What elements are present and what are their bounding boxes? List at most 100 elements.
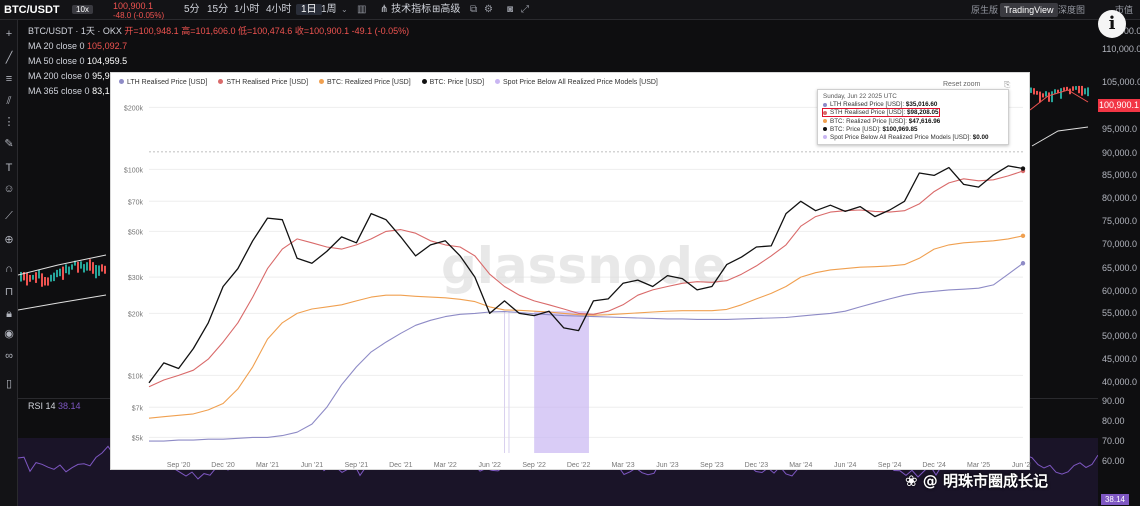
magnet-icon[interactable]: ∩ xyxy=(5,263,13,275)
screenshot-icon[interactable]: ⎘ xyxy=(1004,80,1011,89)
chart-legend: LTH Realised Price [USD] STH Realised Pr… xyxy=(119,79,667,86)
candle xyxy=(38,269,40,279)
native-view-tab[interactable]: 原生版 xyxy=(971,5,999,15)
channel-icon[interactable]: ⫽ xyxy=(6,95,12,107)
candle-type-icon[interactable]: ▥ xyxy=(357,4,367,15)
ma-value: 83,15 xyxy=(92,86,115,96)
price-axis[interactable]: 115,000.0 110,000.0 105,000.0 95,000.0 9… xyxy=(1098,20,1140,506)
highlight-box: STH Realised Price [USD]: $98,208.05 xyxy=(822,108,940,118)
candle xyxy=(1045,91,1047,97)
indicators-button[interactable]: ⋔ 技术指标 xyxy=(380,4,432,15)
y-tick-label: $7k xyxy=(132,405,144,412)
link-icon[interactable]: ∞ xyxy=(5,350,13,362)
ruler-icon[interactable]: ⟋ xyxy=(5,210,13,222)
reset-zoom-button[interactable]: Reset zoom xyxy=(943,81,981,88)
indicator-fx-icon: ⋔ xyxy=(380,4,389,15)
advanced-button[interactable]: ⊞高级 xyxy=(432,4,461,15)
tooltip-value: $100,969.85 xyxy=(882,125,918,133)
realized-price-chart[interactable]: glassnode $5k $7k $10k $20k $30k $50k $70k $100… xyxy=(111,73,1031,471)
ma-label: MA 365 close 0 xyxy=(28,86,90,96)
price-tick: 75,000.0 xyxy=(1102,216,1138,226)
candle xyxy=(98,265,100,276)
legend-item-lth[interactable]: LTH Realised Price [USD] xyxy=(119,79,207,86)
candle xyxy=(44,277,46,286)
price-tick: 110,000.0 xyxy=(1102,44,1140,54)
low-value: 低=100,474.6 xyxy=(238,26,293,36)
interval-4h[interactable]: 4小时 xyxy=(266,4,292,15)
price-tick: 55,000.0 xyxy=(1102,308,1138,318)
candle xyxy=(1051,91,1053,103)
eye-icon[interactable]: ◉ xyxy=(4,328,14,340)
gear-icon[interactable]: ⚙ xyxy=(484,4,493,15)
interval-1w[interactable]: 1周 xyxy=(321,4,337,15)
price-tick: 65,000.0 xyxy=(1102,263,1138,273)
camera-icon[interactable]: ◙ xyxy=(507,4,514,15)
layout-icon[interactable]: ⧉ xyxy=(470,4,478,15)
last-price: 100,900.1 xyxy=(113,1,154,11)
rsi-tick: 90.00 xyxy=(1102,396,1125,406)
x-tick-label: Dec '21 xyxy=(389,462,413,469)
zoom-in-icon[interactable]: ⊕ xyxy=(4,234,14,246)
x-tick-label: Sep '24 xyxy=(878,462,902,469)
x-tick-label: Jun '21 xyxy=(301,462,323,469)
legend-item-realized[interactable]: BTC: Realized Price [USD] xyxy=(319,79,411,86)
price-tick: 40,000.0 xyxy=(1102,377,1138,387)
current-price-tag: 100,900.1 xyxy=(1098,99,1140,112)
glassnode-chart-panel: glassnode $5k $7k $10k $20k $30k $50k $70k $100… xyxy=(110,72,1031,471)
interval-1h[interactable]: 1小时 xyxy=(234,4,260,15)
brush-icon[interactable]: ✎ xyxy=(4,138,14,150)
price-tick: 80,000.0 xyxy=(1102,193,1138,203)
watermark-icon: ❀ xyxy=(905,472,918,490)
series-line xyxy=(148,165,1024,384)
depth-chart-tab[interactable]: 深度图 xyxy=(1058,5,1086,15)
text-icon[interactable]: T xyxy=(5,162,13,174)
fullscreen-icon[interactable]: ⤢ xyxy=(521,4,529,15)
lock-drawing-icon[interactable]: ⊓ xyxy=(4,286,14,298)
lock-icon[interactable]: 🔒︎ xyxy=(6,308,12,320)
market-cap-tab[interactable]: 市值 xyxy=(1115,5,1134,15)
tooltip-label: LTH Realised Price [USD]: xyxy=(830,101,905,109)
emoji-icon[interactable]: ☺ xyxy=(3,183,15,195)
interval-15m[interactable]: 15分 xyxy=(207,4,229,15)
legend-item-sth[interactable]: STH Realised Price [USD] xyxy=(218,79,308,86)
tooltip-row: LTH Realised Price [USD]: $35,016.60 xyxy=(823,101,1003,109)
tradingview-tab[interactable]: TradingView xyxy=(1000,3,1058,17)
price-tick: 45,000.0 xyxy=(1102,354,1138,364)
spot-below-shaded-region xyxy=(534,311,589,453)
info-icon[interactable]: i xyxy=(1098,10,1126,38)
chart-title-row: BTC/USDT · 1天 · OKX 开=100,948.1 高=101,60… xyxy=(28,24,409,39)
ma-legend-row[interactable]: MA 200 close 0 95,97 xyxy=(28,69,409,84)
y-tick-label: $5k xyxy=(132,435,144,442)
interval-1d[interactable]: 1日 xyxy=(296,3,322,17)
open-value: 开=100,948.1 xyxy=(124,26,179,36)
chevron-down-icon[interactable]: ⌄ xyxy=(341,5,348,14)
ma-label: MA 20 close 0 xyxy=(28,41,85,51)
channel-watermark: ❀ @ 明珠市圈成长记 xyxy=(905,472,1049,490)
x-tick-label: Sep '22 xyxy=(522,462,546,469)
symbol-name[interactable]: BTC/USDT xyxy=(4,4,60,16)
tooltip-dot xyxy=(823,110,827,115)
rsi-legend[interactable]: RSI 14 38.14 xyxy=(28,401,81,411)
tooltip-label: STH Realised Price [USD]: xyxy=(830,109,906,117)
trash-icon[interactable]: ▯ xyxy=(5,378,13,390)
rsi-label: RSI 14 xyxy=(28,401,56,411)
fib-icon[interactable]: ⋮ xyxy=(3,116,15,128)
crosshair-icon[interactable]: + xyxy=(5,28,13,40)
legend-dot xyxy=(319,79,325,84)
candle xyxy=(65,264,67,274)
x-tick-label: Mar '21 xyxy=(256,462,279,469)
x-tick-label: Mar '25 xyxy=(967,462,990,469)
leverage-badge[interactable]: 10x xyxy=(72,3,93,17)
ma-legend-row[interactable]: MA 20 close 0 105,092.7 xyxy=(28,39,409,54)
candle xyxy=(47,277,49,286)
legend-item-price[interactable]: BTC: Price [USD] xyxy=(421,79,484,86)
series-end-marker xyxy=(1020,233,1026,238)
trendline-icon[interactable]: ╱ xyxy=(5,52,13,64)
ma-legend-row[interactable]: MA 50 close 0 104,959.5 xyxy=(28,54,409,69)
change-value: -49.1 (-0.05%) xyxy=(351,26,410,36)
horizontal-line-icon[interactable]: ≡ xyxy=(5,73,13,85)
legend-item-spot-below[interactable]: Spot Price Below All Realized Price Mode… xyxy=(495,79,658,86)
ma-legend-row[interactable]: MA 365 close 0 83,15 xyxy=(28,84,409,99)
price-tick: 50,000.0 xyxy=(1102,331,1138,341)
interval-5m[interactable]: 5分 xyxy=(184,4,200,15)
